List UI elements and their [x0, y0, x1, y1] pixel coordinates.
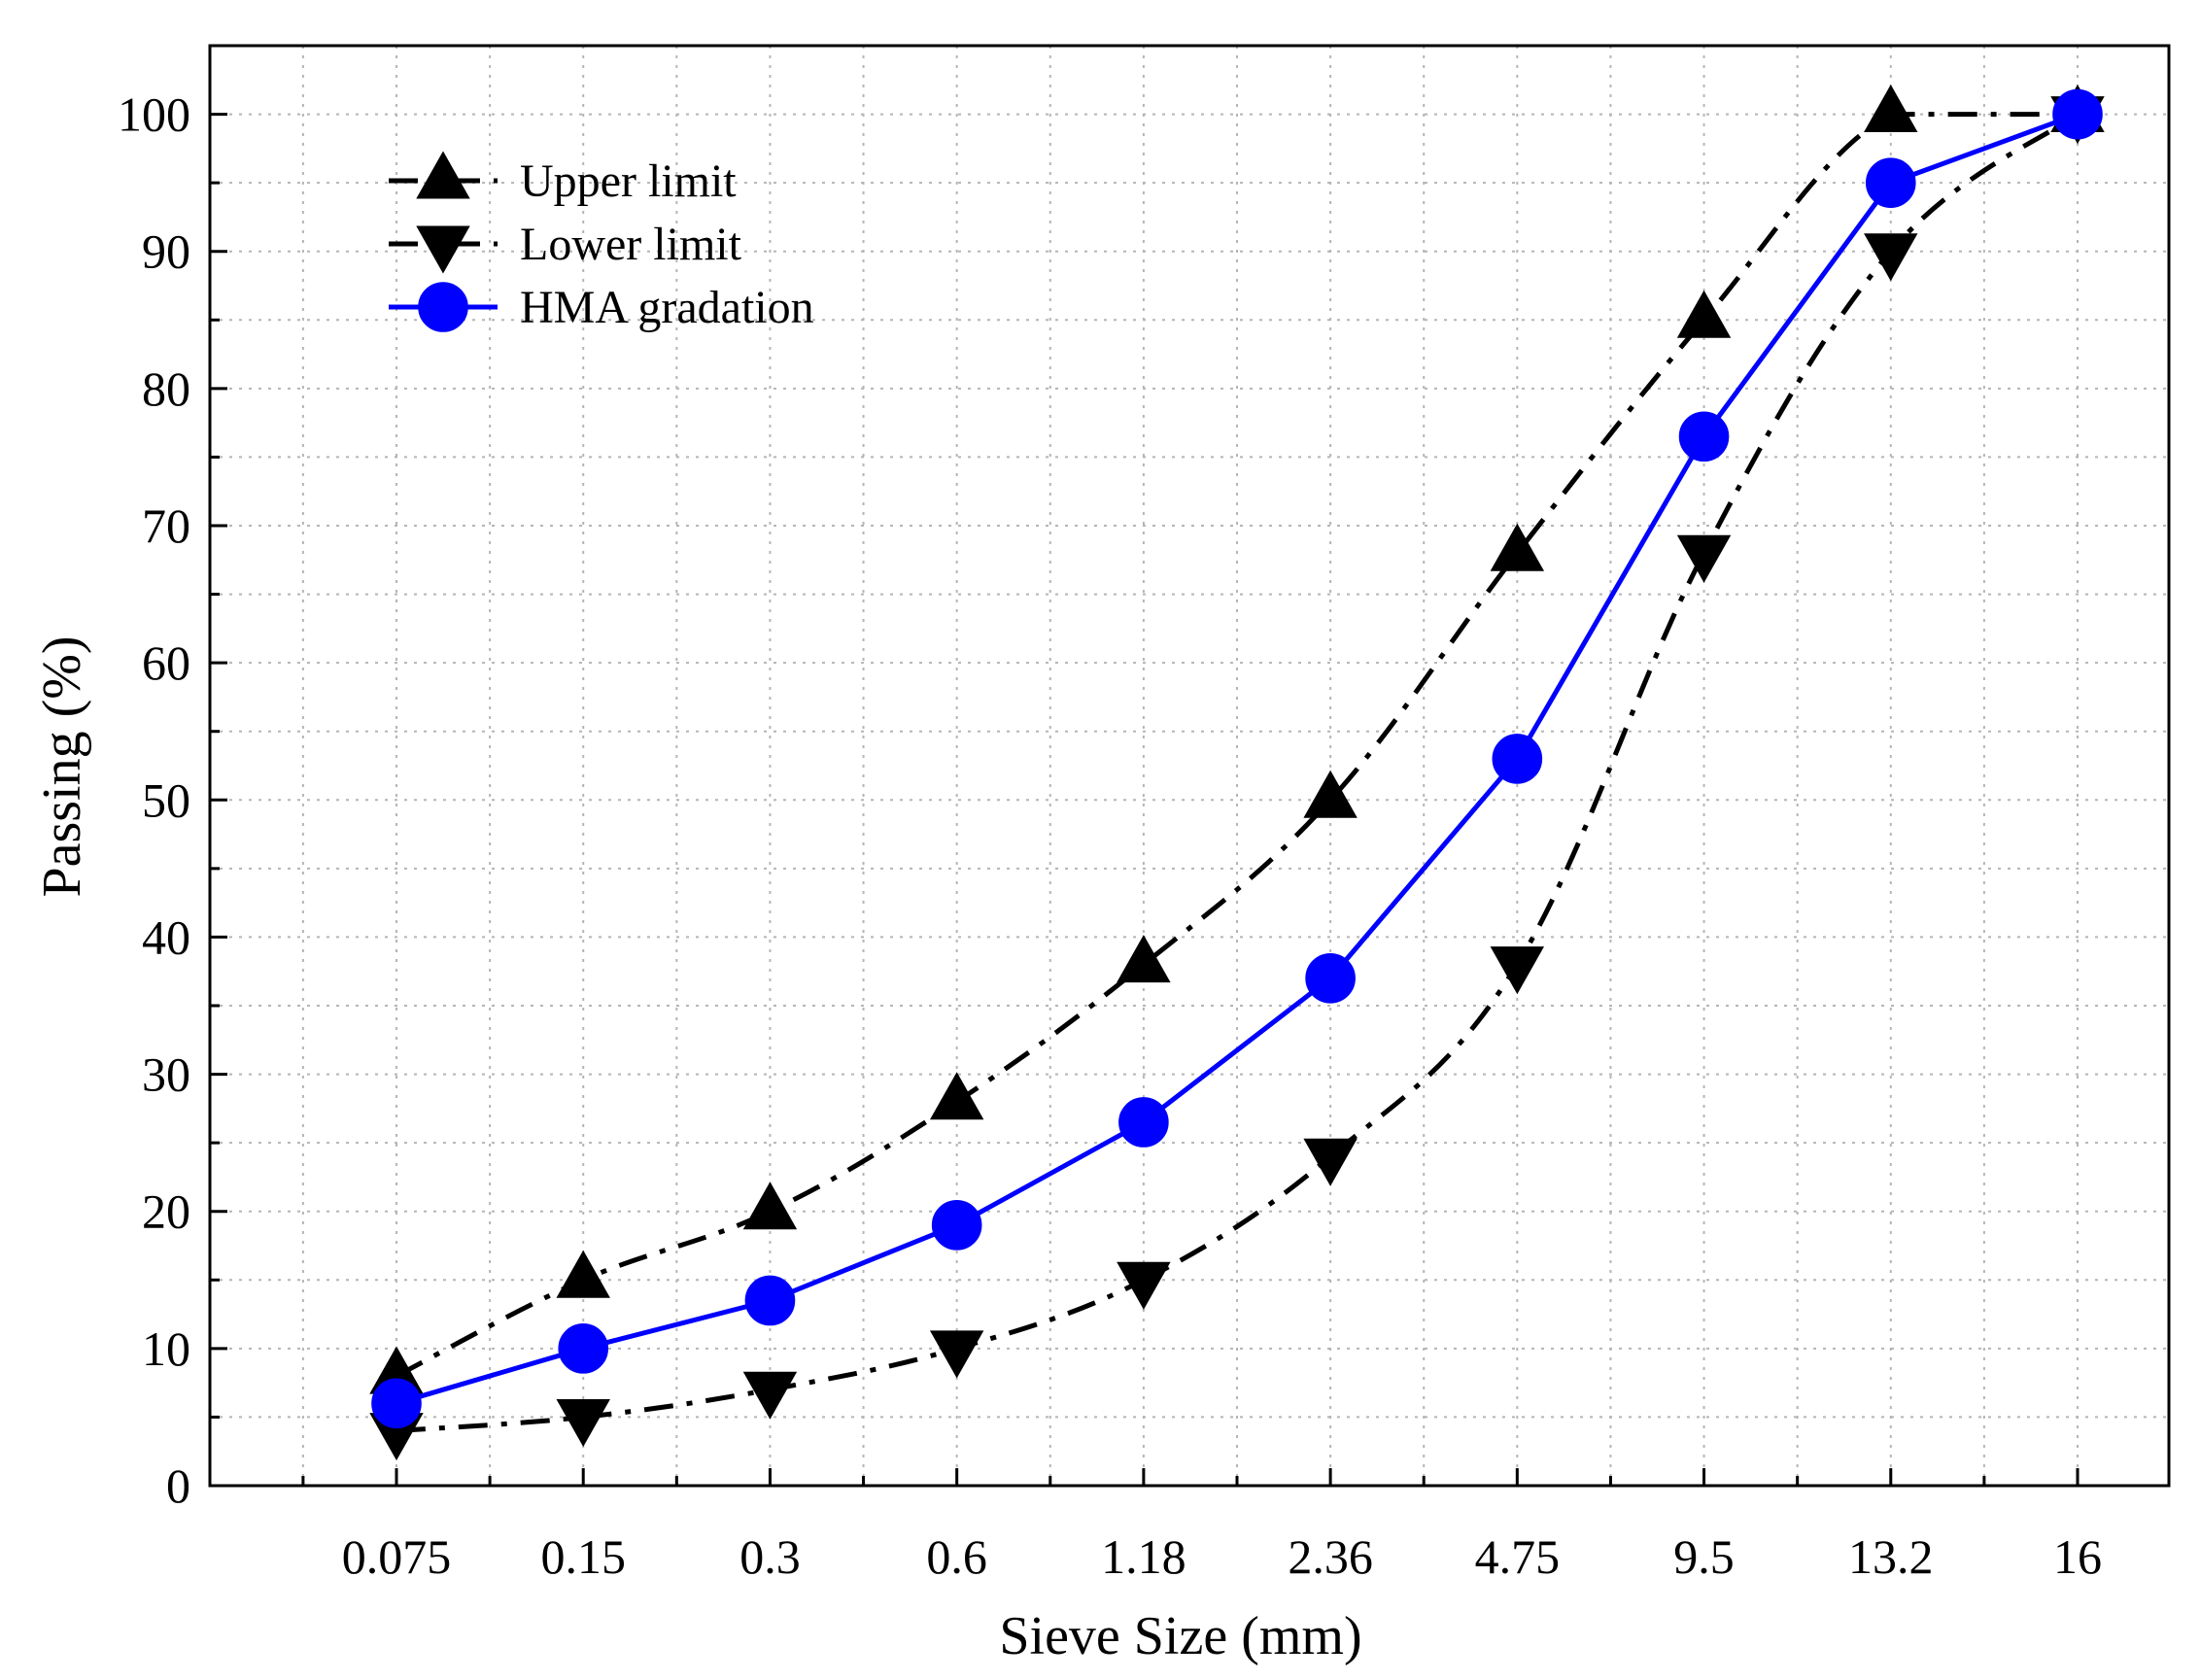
data-point: [744, 1275, 796, 1326]
y-tick-label: 20: [142, 1184, 190, 1239]
data-point: [1676, 290, 1732, 338]
x-tick-label: 9.5: [1673, 1529, 1735, 1584]
x-tick-label: 16: [2053, 1529, 2102, 1584]
data-point: [1303, 770, 1358, 818]
y-tick-label: 0: [166, 1458, 190, 1513]
y-tick-label: 30: [142, 1047, 190, 1102]
data-point: [558, 1323, 609, 1374]
legend-item-lower-limit: Lower limit: [389, 219, 742, 274]
legend-item-hma-gradation: HMA gradation: [389, 282, 814, 333]
data-point: [2052, 88, 2103, 140]
x-tick-label: 0.6: [926, 1529, 987, 1584]
data-point: [1490, 523, 1545, 571]
y-tick-label: 100: [118, 87, 190, 142]
data-point: [1303, 1138, 1358, 1186]
data-point: [1118, 1097, 1169, 1148]
data-point: [929, 1072, 984, 1120]
series-line: [395, 112, 2079, 1406]
data-point: [1865, 157, 1916, 208]
y-axis-title: Passing (%): [32, 635, 92, 897]
legend-label: Upper limit: [520, 155, 737, 207]
y-tick-label: 60: [142, 635, 190, 690]
y-tick-label: 70: [142, 498, 190, 553]
series-layer: [369, 85, 2105, 1461]
legend-label: Lower limit: [520, 219, 742, 270]
axes-layer: 0 10 20 30 40 50 60 70 80 90 100 0.075 0.15 0.3 0.6 1.1…: [118, 44, 2171, 1584]
data-point: [1492, 734, 1543, 784]
plot-frame: [208, 44, 2171, 1488]
data-point: [1117, 1261, 1171, 1310]
legend-marker: [416, 151, 470, 199]
y-tick-label: 10: [142, 1321, 190, 1376]
x-tick-label: 1.18: [1101, 1529, 1186, 1584]
y-tick-label: 90: [142, 224, 190, 279]
x-tick-label: 13.2: [1848, 1529, 1934, 1584]
y-tick-label: 50: [142, 772, 190, 827]
grid-layer: [210, 46, 2169, 1486]
data-point: [929, 1330, 984, 1379]
data-point: [1678, 411, 1730, 463]
x-tick-label: 0.3: [739, 1529, 801, 1584]
data-point: [1864, 233, 1918, 282]
data-point: [1864, 85, 1918, 133]
data-point: [371, 1378, 422, 1429]
y-tick-label: 40: [142, 909, 190, 964]
legend-label: HMA gradation: [520, 282, 814, 333]
data-point: [1490, 946, 1545, 995]
x-tick-label: 0.15: [540, 1529, 626, 1584]
x-tick-label: 4.75: [1475, 1529, 1561, 1584]
series-line: [395, 112, 2080, 1434]
series-upper-limit: [369, 85, 2105, 1394]
data-point: [556, 1398, 610, 1447]
legend-marker: [418, 282, 468, 332]
data-point: [1305, 952, 1356, 1004]
legend: Upper limit Lower limit HMA gradation: [389, 151, 814, 333]
x-tick-label: 2.36: [1288, 1529, 1373, 1584]
data-point: [742, 1182, 798, 1230]
legend-marker: [416, 225, 470, 274]
data-point: [1117, 935, 1171, 983]
x-tick-label: 0.075: [342, 1529, 452, 1584]
x-axis-title: Sieve Size (mm): [999, 1606, 1361, 1666]
data-point: [1676, 534, 1732, 583]
data-point: [556, 1250, 610, 1298]
series-hma-gradation: [371, 88, 2103, 1429]
data-point: [931, 1200, 982, 1251]
y-tick-label: 80: [142, 361, 190, 416]
data-point: [742, 1371, 798, 1420]
series-line: [395, 112, 2078, 1379]
legend-item-upper-limit: Upper limit: [389, 151, 737, 207]
